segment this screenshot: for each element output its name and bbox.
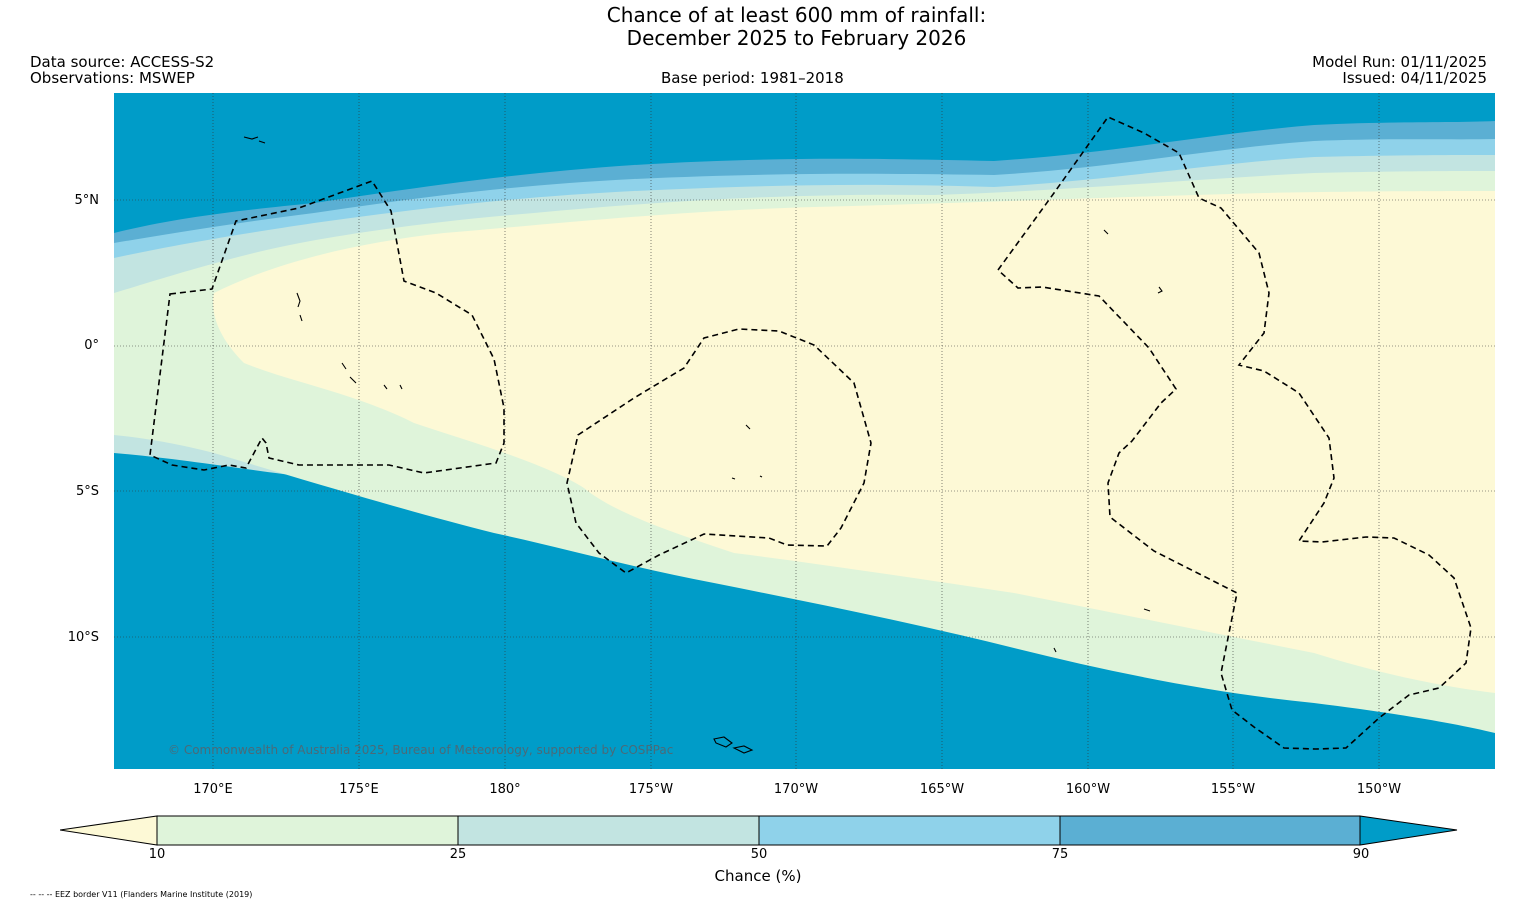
data-source-label: Data source: ACCESS-S2 <box>30 53 215 71</box>
lon-label-180: 180° <box>489 782 521 797</box>
copyright-notice: © Commonwealth of Australia 2025, Bureau… <box>168 743 673 757</box>
colorbar-segment-10-25 <box>156 815 459 846</box>
lon-label-165w: 165°W <box>919 782 965 797</box>
lat-label-0: 0° <box>84 338 99 353</box>
base-period-label: Base period: 1981–2018 <box>661 69 844 87</box>
eez-border-kiribati-gilbert <box>149 180 505 474</box>
map-title-line1: Chance of at least 600 mm of rainfall: <box>606 3 987 27</box>
probability-bands <box>114 93 1495 769</box>
model-run-label: Model Run: 01/11/2025 <box>1312 53 1487 71</box>
lat-label-5n: 5°N <box>74 193 100 208</box>
island-gilbert-1 <box>296 292 303 322</box>
colorbar-segment-50-75 <box>758 815 1061 846</box>
eez-borders <box>149 116 1472 750</box>
island-samoa <box>713 736 754 754</box>
lon-label-175e: 175°E <box>339 782 379 797</box>
map-title-line2: December 2025 to February 2026 <box>626 26 967 50</box>
island-tokelau <box>731 424 763 480</box>
lat-label-5s: 5°S <box>75 484 99 499</box>
lat-label-10s: 10°S <box>67 630 99 645</box>
colorbar-tick-75: 75 <box>1051 847 1069 862</box>
island-line-1 <box>1103 229 1163 294</box>
lon-label-155w: 155°W <box>1210 782 1256 797</box>
band-lt10 <box>213 191 1495 693</box>
colorbar <box>60 815 1458 846</box>
colorbar-tick-90: 90 <box>1352 847 1370 862</box>
lon-label-160w: 160°W <box>1065 782 1111 797</box>
lon-label-150w: 150°W <box>1356 782 1402 797</box>
colorbar-tick-25: 25 <box>449 847 467 862</box>
lon-label-170e: 170°E <box>193 782 233 797</box>
lon-label-175w: 175°W <box>628 782 674 797</box>
eez-source-note: -- -- -- EEZ border V11 (Flanders Marine… <box>30 890 253 899</box>
eez-border-line-islands <box>996 116 1472 750</box>
colorbar-extend-high <box>1359 815 1458 846</box>
issued-label: Issued: 04/11/2025 <box>1342 69 1487 87</box>
colorbar-tick-10: 10 <box>148 847 166 862</box>
lon-label-170w: 170°W <box>773 782 819 797</box>
colorbar-extend-low <box>60 815 158 846</box>
colorbar-segment-25-50 <box>457 815 760 846</box>
island-marshall-1 <box>243 136 266 144</box>
colorbar-label: Chance (%) <box>714 867 802 885</box>
eez-border-phoenix-tokelau <box>566 328 872 574</box>
observations-label: Observations: MSWEP <box>30 69 195 87</box>
colorbar-tick-50: 50 <box>750 847 768 862</box>
island-cook-1 <box>1053 608 1151 653</box>
graticule <box>114 93 1495 769</box>
island-gilbert-2 <box>341 362 403 390</box>
rainfall-probability-map: © Commonwealth of Australia 2025, Bureau… <box>114 93 1495 769</box>
coastlines <box>243 136 1163 754</box>
colorbar-segment-75-90 <box>1059 815 1361 846</box>
